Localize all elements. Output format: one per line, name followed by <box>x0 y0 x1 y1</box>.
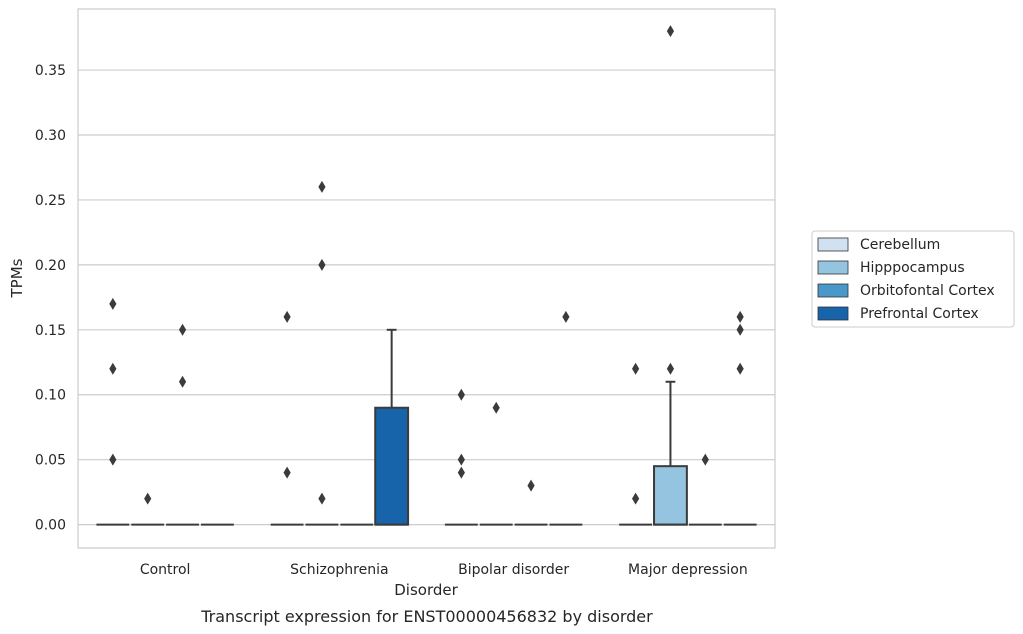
box-1-0-outlier-1 <box>283 310 291 323</box>
chart-caption: Transcript expression for ENST0000045683… <box>200 607 653 626</box>
y-tick-labels: 0.00 0.05 0.10 0.15 0.20 0.25 0.30 0.35 <box>35 63 66 534</box>
legend-swatch-hippocampus <box>817 260 849 275</box>
x-tick-labels: Control Schizophrenia Bipolar disorder Majo… <box>140 562 748 578</box>
legend-label-hippocampus: Hipppocampus <box>860 260 965 276</box>
box-1-0-outlier-0 <box>283 466 291 479</box>
box-3-2-outlier-0 <box>701 453 709 466</box>
y-tick-label-0: 0.00 <box>35 518 66 534</box>
y-tick-label-1: 0.05 <box>35 453 66 469</box>
y-tick-label-3: 0.15 <box>35 323 66 339</box>
x-tick-label-3: Major depression <box>628 562 748 578</box>
y-tick-label-5: 0.25 <box>35 193 66 209</box>
box-0-0-outlier-0 <box>109 453 117 466</box>
box-2-1-outlier-0 <box>492 401 500 414</box>
y-tick-label-4: 0.20 <box>35 258 66 274</box>
grid-lines <box>78 69 775 526</box>
legend-frame <box>811 230 1015 328</box>
box-1-1-outlier-2 <box>318 180 326 193</box>
box-3-1-outlier-0 <box>666 362 675 375</box>
box-1-1-outlier-0 <box>318 492 326 505</box>
legend-label-cerebellum: Cerebellum <box>860 237 940 253</box>
box-3-3-outlier-2 <box>736 310 744 323</box>
box-0-2-outlier-1 <box>178 323 187 336</box>
box-3-3-outlier-1 <box>736 323 744 336</box>
plot-frame <box>77 8 776 549</box>
box-2-0-outlier-0 <box>457 466 465 479</box>
box-3-1-outlier-1 <box>666 25 675 38</box>
legend-swatch-prefrontal <box>817 306 849 321</box>
x-tick-label-1: Schizophrenia <box>290 562 388 578</box>
y-tick-label-2: 0.10 <box>35 388 66 404</box>
box-2-0-outlier-2 <box>457 388 465 401</box>
legend-label-orbitofrontal: Orbitofontal Cortex <box>860 283 995 299</box>
box-0-1-outlier-0 <box>144 492 152 505</box>
x-tick-label-0: Control <box>140 562 191 578</box>
box-0-0-outlier-2 <box>109 297 117 310</box>
box-2-0-outlier-1 <box>457 453 465 466</box>
box-2-2-outlier-0 <box>527 479 535 492</box>
legend-swatch-cerebellum <box>817 237 849 252</box>
x-tick-label-2: Bipolar disorder <box>458 562 569 578</box>
x-axis-label: Disorder <box>394 581 458 599</box>
y-tick-label-7: 0.35 <box>35 63 66 79</box>
box-plots <box>96 25 757 526</box>
y-tick-label-6: 0.30 <box>35 128 66 144</box>
legend-label-prefrontal: Prefrontal Cortex <box>860 306 979 322</box>
legend: Cerebellum Hipppocampus Orbitofontal Cor… <box>811 230 1015 328</box>
box-3-1-body <box>653 465 688 526</box>
box-3-3-outlier-0 <box>736 362 744 375</box>
legend-swatch-orbitofrontal <box>817 283 849 298</box>
box-1-1-outlier-1 <box>318 258 326 271</box>
box-3-0-outlier-1 <box>632 362 640 375</box>
box-2-3-outlier-0 <box>562 310 570 323</box>
box-0-2-outlier-0 <box>178 375 187 388</box>
box-3-0-outlier-0 <box>632 492 640 505</box>
box-1-3-body <box>374 406 410 526</box>
y-axis-label: TPMs <box>8 258 26 298</box>
box-0-0-outlier-1 <box>109 362 117 375</box>
